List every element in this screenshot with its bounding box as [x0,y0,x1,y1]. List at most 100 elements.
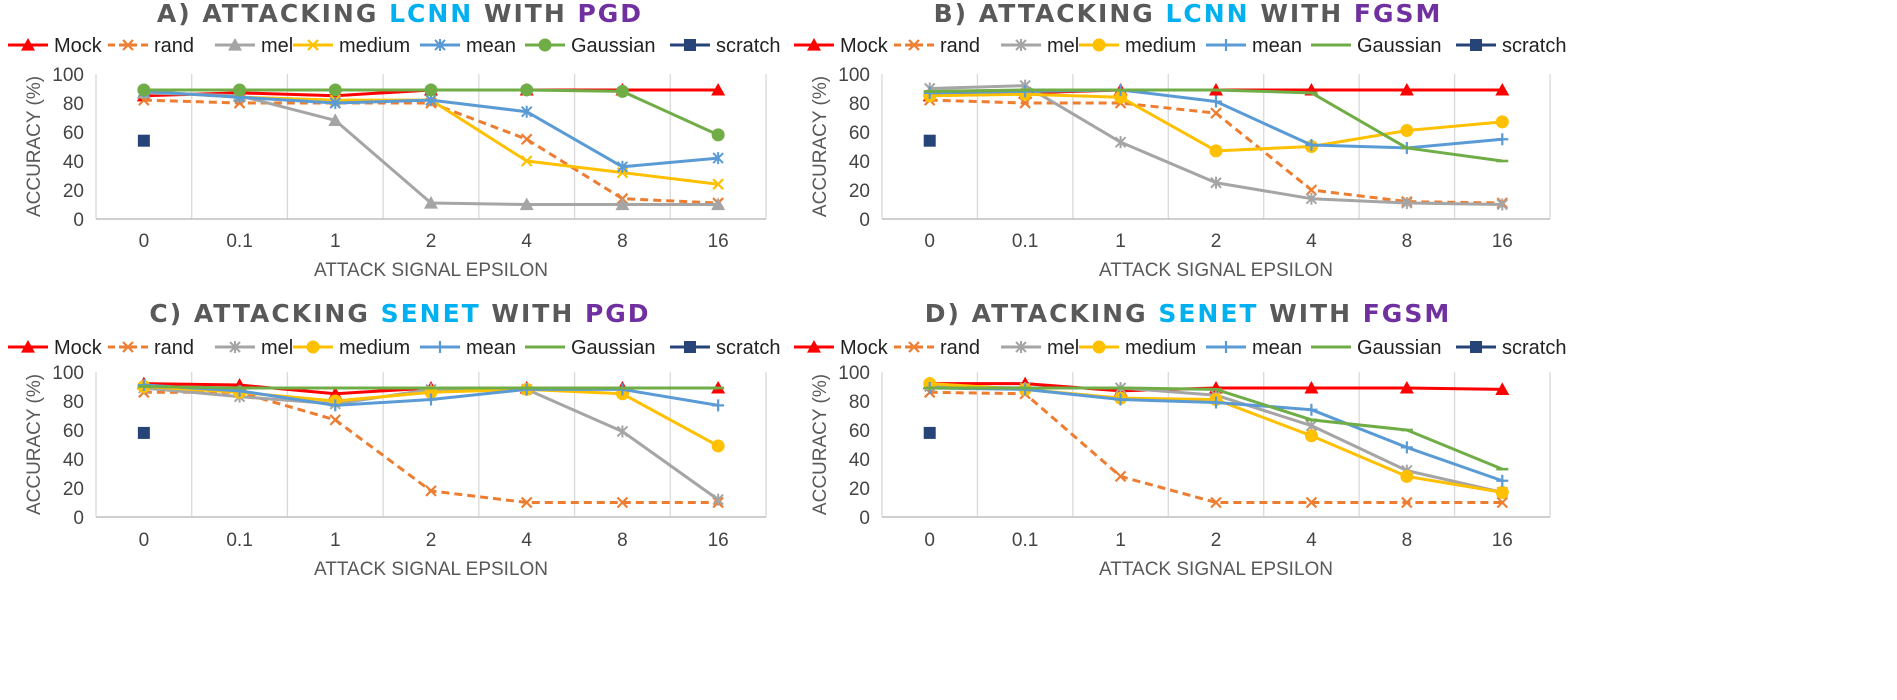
data-point [1495,82,1510,96]
data-point [1399,380,1414,394]
x-axis-title: ATTACK SIGNAL EPSILON [1099,260,1333,281]
data-point [137,83,151,97]
chart-title-part: A) ATTACKING [157,0,389,28]
legend-label: mean [1252,337,1302,359]
legend-item-rand: rand [894,35,980,57]
legend-marker [684,341,696,353]
chart-title: B) ATTACKING LCNN WITH FGSM [934,0,1443,28]
data-point [233,83,247,97]
x-tick-label: 0 [139,231,150,252]
x-tick-label: 2 [426,530,437,551]
legend-item-mel: mel [1001,35,1079,57]
series-line [143,91,719,206]
data-point [1210,107,1222,119]
data-point [1305,403,1318,416]
series-gaussian [923,386,1509,471]
legend-label: mel [261,337,293,359]
x-tick-label: 2 [1211,530,1222,551]
data-point [1496,198,1508,211]
chart-title-part: FGSM [1363,299,1451,328]
data-point [1210,496,1222,509]
series-medium [923,377,1509,499]
y-tick-label: 80 [63,392,84,413]
y-tick-label: 60 [849,123,870,144]
data-point [1304,380,1319,394]
x-tick-label: 1 [1115,530,1126,551]
data-point [712,178,724,190]
data-point [137,379,150,392]
y-tick-label: 100 [52,65,84,86]
y-tick-label: 20 [63,181,84,202]
legend-label: medium [339,337,410,359]
data-point [712,493,724,506]
data-point [1400,441,1413,454]
data-point [1400,469,1414,483]
legend-marker [1092,340,1106,354]
data-point [1496,496,1509,509]
data-point [329,414,342,426]
legend-label: scratch [1502,337,1566,359]
legend-label: scratch [716,35,780,57]
series-scratch [137,426,150,439]
data-point [1401,496,1413,509]
legend-marker [122,341,134,353]
y-tick-label: 40 [849,152,870,173]
chart-title: D) ATTACKING SENET WITH FGSM [925,299,1451,328]
y-tick-label: 40 [849,450,870,471]
legend-label: Gaussian [571,35,656,57]
legend-marker [1220,341,1232,353]
legend-item-mean: mean [420,337,516,359]
y-tick-label: 60 [63,123,84,144]
x-tick-label: 0.1 [1012,530,1038,551]
chart-title-part: WITH [473,0,577,28]
data-point [329,97,341,109]
data-point [425,485,437,497]
legend-label: Mock [54,35,103,57]
data-point [1495,382,1510,395]
y-axis-title: ACCURACY (%) [810,374,831,515]
x-tick-label: 4 [1306,530,1317,551]
chart-title-part: PGD [577,0,643,28]
chart-title-part: WITH [481,299,585,328]
legend-label: mel [261,35,293,57]
data-point [711,82,726,96]
chart-title-part: B) ATTACKING [934,0,1166,28]
data-point [711,439,725,453]
legend-label: Mock [54,337,103,359]
chart-legend: Mock rand mel medium mean Gaussian scratch [794,337,1566,359]
legend-marker [1470,39,1482,51]
data-point [1495,485,1509,499]
legend-marker [1015,39,1027,51]
legend-item-medium: medium [293,337,410,359]
x-tick-label: 0.1 [226,231,252,252]
series-line [143,98,719,205]
data-point [1304,429,1318,443]
data-point [1399,82,1414,96]
legend-label: mean [1252,35,1302,57]
data-point [712,152,724,165]
legend-label: rand [940,35,980,57]
legend-item-mel: mel [1001,337,1079,359]
legend-item-medium: medium [1079,337,1196,359]
chart-legend: Mock rand mel medium mean Gaussian scratch [8,35,780,57]
data-point [923,134,936,147]
legend-label: medium [1125,337,1196,359]
chart-legend: Mock rand mel medium mean Gaussian scratch [794,35,1566,57]
legend-label: mel [1047,35,1079,57]
chart-legend: Mock rand mel medium mean Gaussian scratch [8,337,780,359]
chart-title-part: WITH [1258,299,1362,328]
x-tick-label: 4 [521,530,532,551]
legend-marker [807,340,821,353]
legend-item-rand: rand [108,35,194,57]
data-point [1305,496,1318,509]
x-tick-label: 0.1 [226,530,252,551]
chart-title: A) ATTACKING LCNN WITH PGD [157,0,643,28]
chart-title-part: WITH [1250,0,1354,28]
legend-label: scratch [716,337,780,359]
data-point [1209,144,1223,158]
legend-marker [229,341,241,353]
legend-marker [434,341,446,353]
data-point [616,496,629,509]
data-point [923,426,936,439]
y-axis-title: ACCURACY (%) [810,76,831,217]
